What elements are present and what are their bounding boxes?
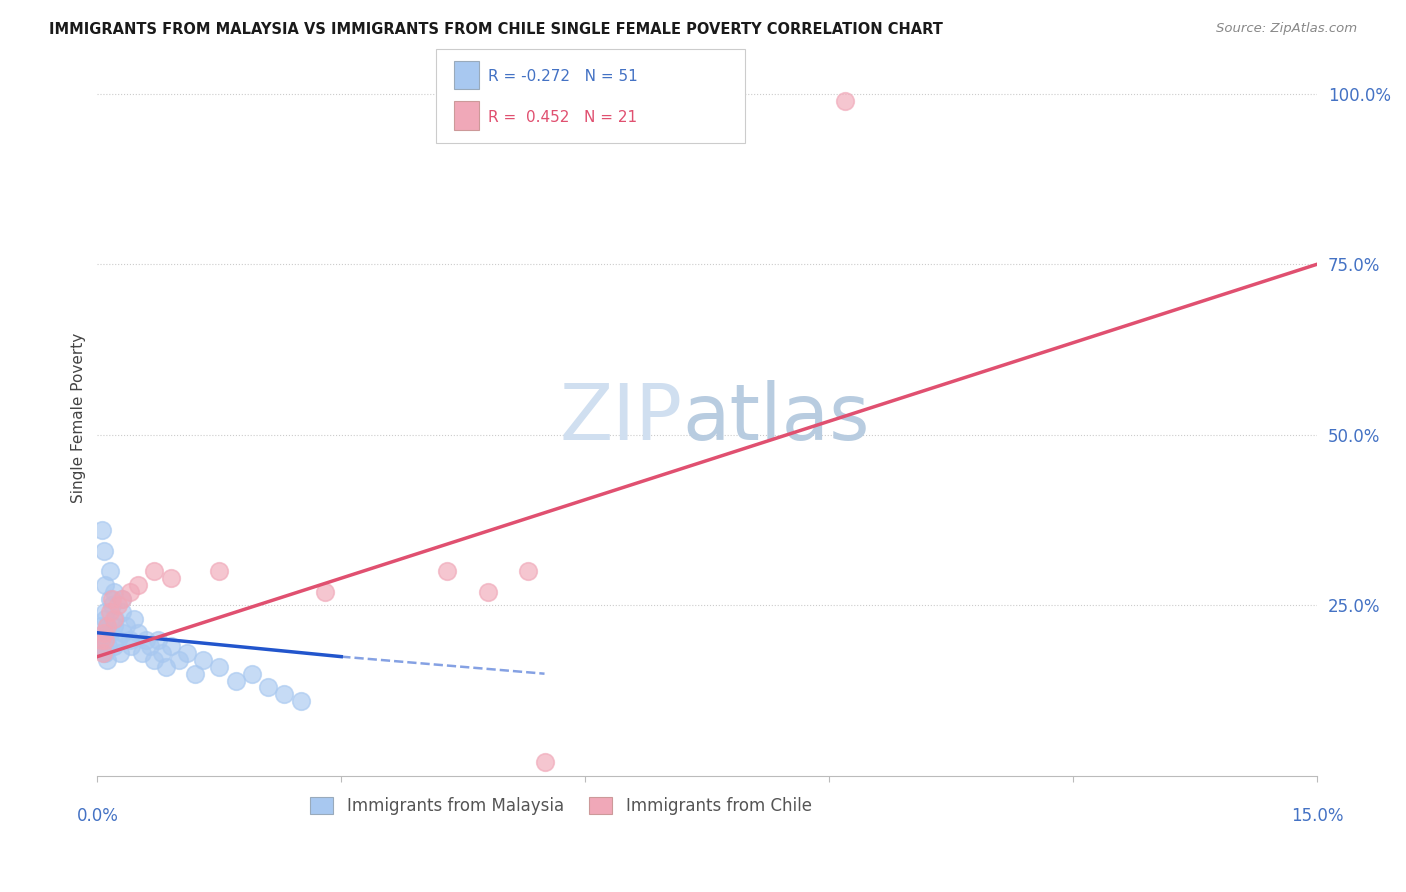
Point [159, 571, 181, 585]
Point [98, 565, 121, 579]
Point [135, 632, 157, 647]
Point [257, 681, 280, 695]
Point [94, 632, 117, 647]
Point [114, 619, 136, 633]
Point [111, 605, 134, 619]
Point [96, 653, 118, 667]
Point [107, 632, 129, 647]
Point [90, 632, 112, 647]
Point [93, 646, 115, 660]
Point [834, 94, 856, 108]
Point [96, 619, 118, 633]
Point [94, 605, 117, 619]
Point [127, 578, 149, 592]
Point [93, 544, 115, 558]
Text: IMMIGRANTS FROM MALAYSIA VS IMMIGRANTS FROM CHILE SINGLE FEMALE POVERTY CORRELAT: IMMIGRANTS FROM MALAYSIA VS IMMIGRANTS F… [49, 22, 943, 37]
Point [148, 632, 170, 647]
Y-axis label: Single Female Poverty: Single Female Poverty [72, 333, 86, 503]
Point [97, 640, 120, 654]
Point [91, 646, 114, 660]
Point [98, 591, 121, 606]
Point [533, 756, 555, 770]
Point [143, 653, 166, 667]
Point [98, 605, 121, 619]
Point [93, 625, 115, 640]
Point [143, 565, 166, 579]
Point [91, 640, 114, 654]
Point [103, 584, 125, 599]
Point [103, 612, 125, 626]
Point [208, 565, 231, 579]
Point [152, 646, 174, 660]
Point [122, 612, 145, 626]
Point [101, 591, 124, 606]
Point [273, 687, 295, 701]
Point [98, 625, 121, 640]
Point [184, 666, 207, 681]
Point [436, 565, 458, 579]
Point [103, 640, 125, 654]
Point [91, 524, 114, 538]
Point [176, 646, 198, 660]
Text: 15.0%: 15.0% [1291, 806, 1343, 825]
Text: R = -0.272   N = 51: R = -0.272 N = 51 [488, 69, 638, 84]
Point [111, 591, 134, 606]
Point [191, 653, 214, 667]
Point [225, 673, 247, 688]
Point [118, 584, 141, 599]
Point [127, 625, 149, 640]
Text: atlas: atlas [683, 380, 870, 456]
Point [314, 584, 336, 599]
Point [159, 640, 181, 654]
Point [290, 694, 312, 708]
Point [104, 612, 127, 626]
Text: R =  0.452   N = 21: R = 0.452 N = 21 [488, 110, 637, 125]
Point [94, 632, 117, 647]
Point [90, 632, 112, 647]
Point [167, 653, 190, 667]
Point [208, 660, 231, 674]
Point [121, 640, 143, 654]
Point [111, 591, 134, 606]
Point [517, 565, 540, 579]
Point [112, 625, 135, 640]
Point [101, 599, 124, 613]
Point [118, 632, 141, 647]
Text: 0.0%: 0.0% [76, 806, 118, 825]
Legend: Immigrants from Malaysia, Immigrants from Chile: Immigrants from Malaysia, Immigrants fro… [304, 790, 818, 822]
Point [155, 660, 177, 674]
Point [96, 619, 118, 633]
Point [240, 666, 263, 681]
Point [94, 646, 117, 660]
Point [131, 646, 153, 660]
Point [103, 619, 125, 633]
Point [90, 619, 112, 633]
Text: ZIP: ZIP [560, 380, 683, 456]
Point [107, 599, 129, 613]
Text: Source: ZipAtlas.com: Source: ZipAtlas.com [1216, 22, 1357, 36]
Point [94, 578, 117, 592]
Point [108, 646, 131, 660]
Point [139, 640, 162, 654]
Point [93, 625, 115, 640]
Point [477, 584, 499, 599]
Point [93, 612, 115, 626]
